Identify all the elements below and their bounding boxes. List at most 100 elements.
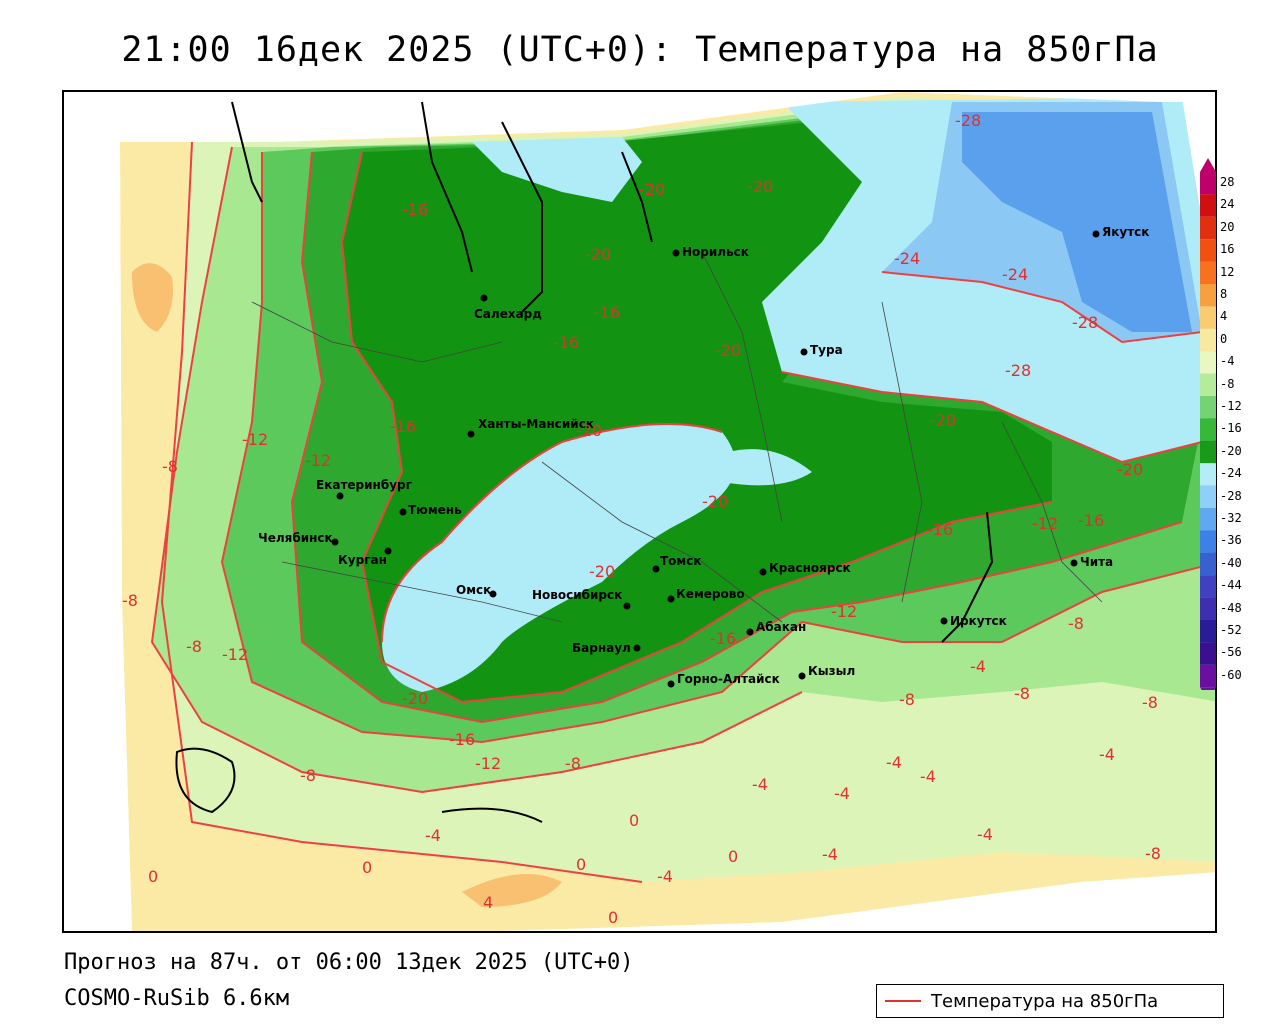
cold-core-west <box>382 424 736 692</box>
isotherm-label: 0 <box>629 811 639 830</box>
isotherm-label: -8 <box>1145 844 1161 863</box>
city-kyzyl[interactable]: Кызыл <box>798 664 856 680</box>
isotherm-labels: -28 -20 -20 -16 -20 -16 -24 -24 -28 -16 … <box>122 111 1161 927</box>
colorbar-cell <box>1200 620 1216 643</box>
legend-line-swatch <box>885 1000 921 1002</box>
forecast-info: Прогноз на 87ч. от 06:00 13дек 2025 (UTC… <box>64 950 634 975</box>
colorbar-cell <box>1200 575 1216 598</box>
colorbar-cell <box>1200 216 1216 240</box>
city-abakan[interactable]: Абакан <box>746 620 807 636</box>
city-norilsk[interactable]: Норильск <box>672 245 749 259</box>
isotherm-label: -12 <box>305 451 331 470</box>
colorbar-tick-label: 16 <box>1220 242 1235 257</box>
isotherm-label: -4 <box>970 657 986 676</box>
outside-domain <box>902 92 1215 102</box>
svg-text:Челябинск: Челябинск <box>258 531 333 545</box>
colorbar-cell <box>1200 463 1216 486</box>
isotherm-label: 0 <box>148 867 158 886</box>
isotherm-label: -20 <box>930 411 956 430</box>
city-yekaterinburg[interactable]: Екатеринбург <box>316 478 412 500</box>
svg-text:Салехард: Салехард <box>474 307 542 321</box>
colorbar-tick-label: -24 <box>1220 466 1242 481</box>
colorbar-cell <box>1200 508 1216 531</box>
isotherm-label: -20 <box>639 180 665 199</box>
colorbar-tick-label: -16 <box>1220 421 1242 436</box>
city-gorno-altaysk[interactable]: Горно-Алтайск <box>667 672 780 688</box>
isotherm-label: -20 <box>715 341 741 360</box>
isotherm-label: -16 <box>927 520 953 539</box>
isotherm-label: -20 <box>402 689 428 708</box>
colorbar-tick-label: -28 <box>1220 488 1242 503</box>
colorbar-tick-label: -8 <box>1220 376 1235 391</box>
map-title: 21:00 16дек 2025 (UTC+0): Температура на… <box>121 30 1159 70</box>
city-yakutsk[interactable]: Якутск <box>1092 225 1150 239</box>
isotherm-label: -4 <box>657 867 673 886</box>
city-khanty-mansiysk[interactable]: Ханты-Мансийск <box>467 417 594 438</box>
colorbar-tick-label: 12 <box>1220 264 1235 279</box>
colorbar-tick-label: -36 <box>1220 533 1242 548</box>
colorbar-tick-label: -12 <box>1220 399 1242 413</box>
isotherm-label: -20 <box>1117 460 1143 479</box>
svg-text:Екатеринбург: Екатеринбург <box>316 478 412 492</box>
colorbar-cell <box>1200 328 1216 352</box>
city-krasnoyarsk[interactable]: Красноярск <box>759 561 851 576</box>
colorbar-cell <box>1200 306 1216 329</box>
svg-text:Кызыл: Кызыл <box>808 664 855 678</box>
colorbar-cell <box>1200 373 1216 396</box>
isotherm-lines <box>150 141 1215 883</box>
city-kemerovo[interactable]: Кемерово <box>667 587 745 603</box>
colorbar-top-arrow <box>1200 158 1216 172</box>
legend-label: Температура на 850гПа <box>931 990 1159 1012</box>
temperature-map[interactable]: Норильск Якутск Салехард Тура Ханты-Манс… <box>62 90 1217 933</box>
city-chita[interactable]: Чита <box>1070 555 1114 569</box>
colorbar-cell <box>1200 284 1216 307</box>
isotherm-label: -12 <box>475 754 501 773</box>
svg-text:Тюмень: Тюмень <box>408 503 462 517</box>
isotherm-label: -28 <box>1005 361 1031 380</box>
isotherm-label: -8 <box>899 690 915 709</box>
svg-text:Абакан: Абакан <box>756 620 806 634</box>
svg-text:Тура: Тура <box>810 343 843 357</box>
city-barnaul[interactable]: Барнаул <box>572 641 641 655</box>
colorbar-cell <box>1200 485 1216 508</box>
city-salekhard[interactable]: Салехард <box>474 294 542 322</box>
colorbar-cell <box>1200 261 1216 284</box>
outside-domain <box>502 872 1215 931</box>
city-omsk[interactable]: Омск <box>456 583 497 598</box>
svg-text:Норильск: Норильск <box>682 245 749 259</box>
city-kurgan[interactable]: Курган <box>338 547 392 568</box>
colorbar-cell <box>1200 418 1216 441</box>
city-irkutsk[interactable]: Иркутск <box>940 614 1007 628</box>
city-tura[interactable]: Тура <box>800 343 843 357</box>
svg-text:Горно-Алтайск: Горно-Алтайск <box>677 672 780 686</box>
isotherm-label: -8 <box>565 754 581 773</box>
isotherm-label: -4 <box>834 784 850 803</box>
coastlines <box>175 101 994 823</box>
isotherm-label: -24 <box>894 249 920 268</box>
colorbar-cell <box>1200 396 1216 419</box>
colorbar-tick-label: -40 <box>1220 555 1242 570</box>
city-novosibirsk[interactable]: Новосибирск <box>532 588 631 610</box>
svg-text:Томск: Томск <box>660 554 702 568</box>
colorbar-tick-label: -20 <box>1220 443 1242 458</box>
colorbar-cell <box>1200 642 1216 665</box>
isotherm-label: -16 <box>1078 511 1104 530</box>
svg-text:Омск: Омск <box>456 583 491 597</box>
svg-text:Иркутск: Иркутск <box>950 614 1007 628</box>
colorbar-cell <box>1200 440 1216 464</box>
colorbar <box>1200 158 1216 690</box>
svg-text:Кемерово: Кемерово <box>676 587 745 601</box>
isotherm-label: -4 <box>977 825 993 844</box>
colorbar-tick-label: -56 <box>1220 645 1242 660</box>
colorbar-tick-label: -48 <box>1220 600 1242 615</box>
city-tomsk[interactable]: Томск <box>652 554 702 573</box>
isotherm-label: -8 <box>186 637 202 656</box>
svg-text:Якутск: Якутск <box>1102 225 1149 239</box>
colorbar-tick-label: 0 <box>1220 331 1228 346</box>
colorbar-tick-label: -32 <box>1220 511 1242 525</box>
city-chelyabinsk[interactable]: Челябинск <box>258 531 339 546</box>
colorbar-tick-label: -60 <box>1220 667 1242 682</box>
city-tyumen[interactable]: Тюмень <box>399 503 463 517</box>
isotherm-label: -8 <box>300 766 316 785</box>
isotherm-label: -28 <box>1072 313 1098 332</box>
